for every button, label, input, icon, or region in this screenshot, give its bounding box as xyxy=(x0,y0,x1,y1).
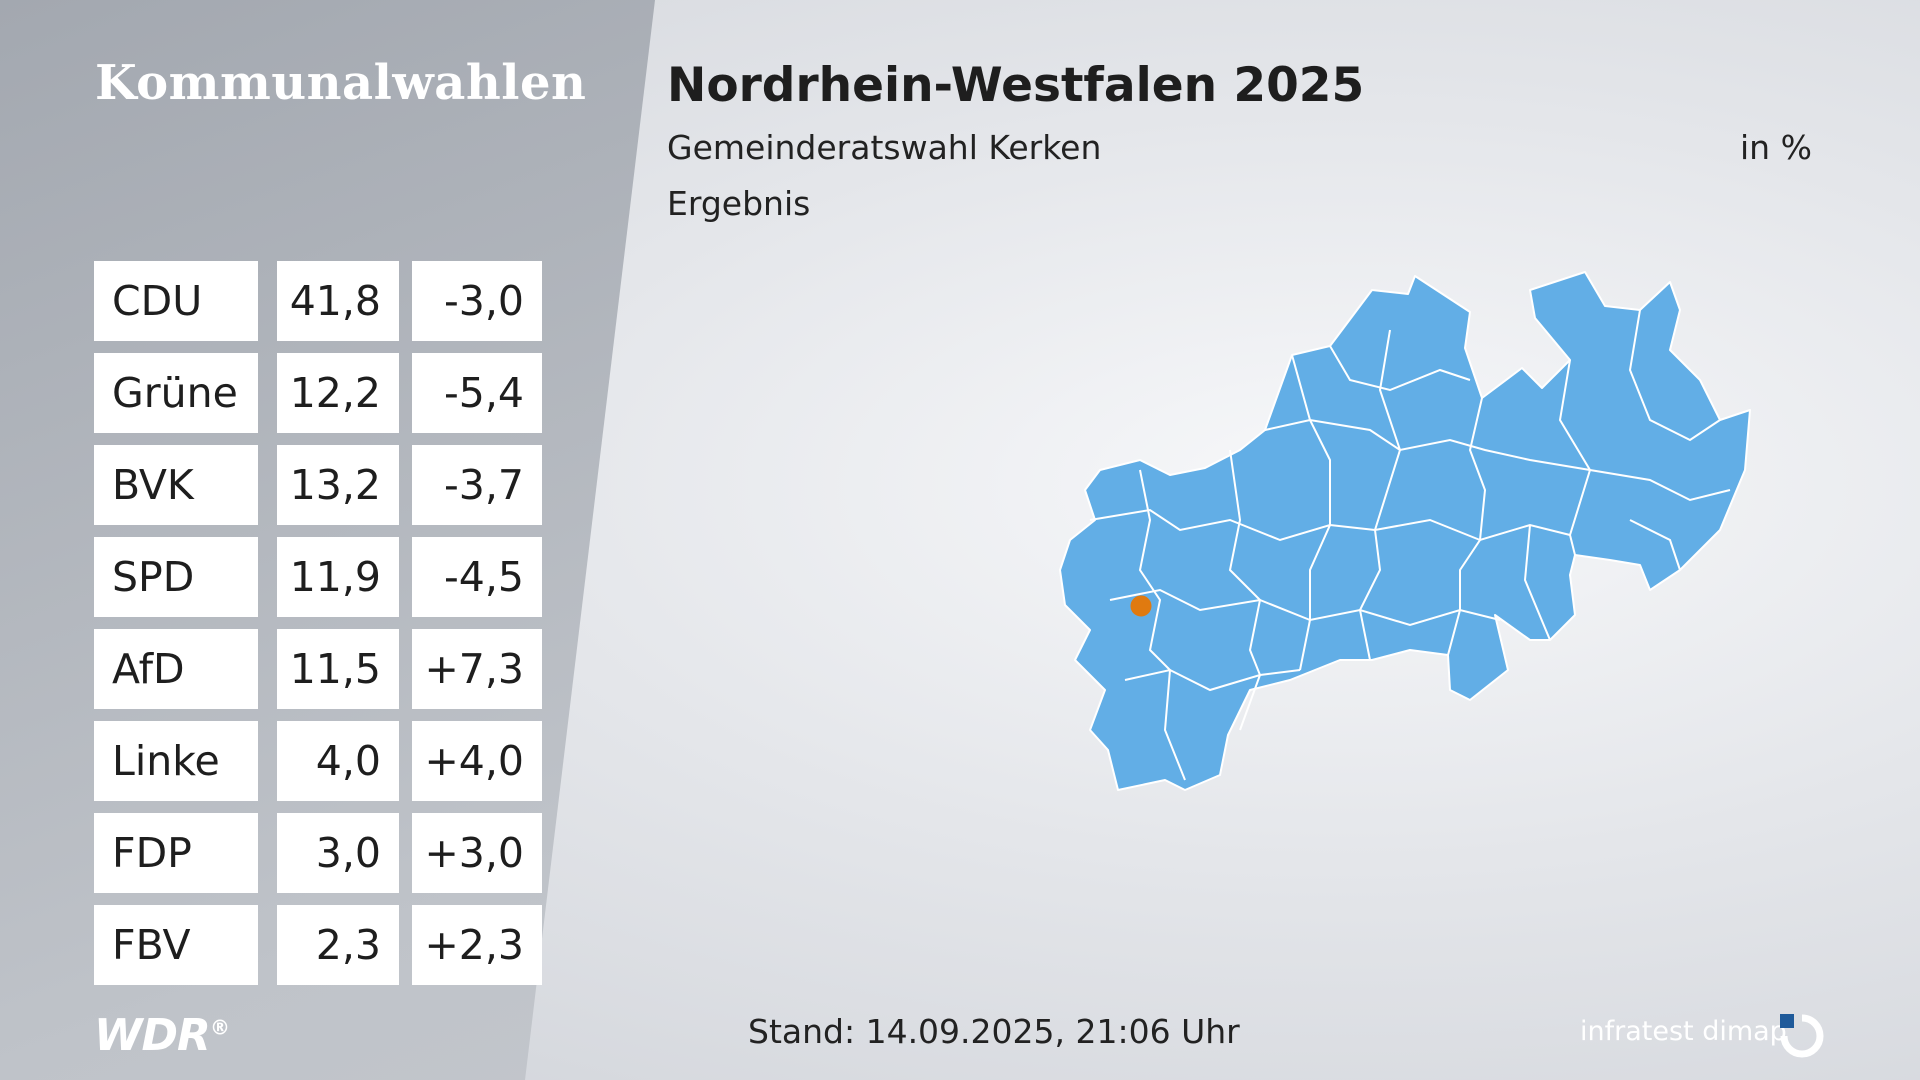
nrw-region-shape xyxy=(1059,271,1751,791)
timestamp: Stand: 14.09.2025, 21:06 Uhr xyxy=(748,1012,1240,1051)
party-name: Linke xyxy=(94,721,258,801)
party-change: +3,0 xyxy=(412,813,542,893)
infratest-logo-icon xyxy=(1780,1014,1824,1058)
district-border xyxy=(1358,329,1402,661)
logo-arc xyxy=(1780,1014,1824,1058)
result-label: Ergebnis xyxy=(667,184,811,223)
party-percent: 2,3 xyxy=(277,905,399,985)
district-border xyxy=(1329,345,1471,392)
party-name: FDP xyxy=(94,813,258,893)
party-name: FBV xyxy=(94,905,258,985)
district-borders xyxy=(1089,309,1731,781)
party-change: -4,5 xyxy=(412,537,542,617)
district-border xyxy=(1264,418,1731,502)
party-name: CDU xyxy=(94,261,258,341)
party-change: +2,3 xyxy=(412,905,542,985)
party-name: SPD xyxy=(94,537,258,617)
party-change: -3,7 xyxy=(412,445,542,525)
district-border xyxy=(1228,449,1262,731)
brand-name: infratest dimap xyxy=(1580,1016,1787,1047)
party-change: +4,0 xyxy=(412,721,542,801)
municipality-marker-kerken xyxy=(1130,595,1152,617)
logo-square xyxy=(1780,1014,1794,1028)
party-percent: 11,5 xyxy=(277,629,399,709)
party-percent: 13,2 xyxy=(277,445,399,525)
section-title: Kommunalwahlen xyxy=(95,55,587,111)
party-change: -5,4 xyxy=(412,353,542,433)
registered-mark-icon: ® xyxy=(209,1015,230,1040)
party-percent: 11,9 xyxy=(277,537,399,617)
subtitle: Gemeinderatswahl Kerken xyxy=(667,128,1102,167)
party-percent: 4,0 xyxy=(277,721,399,801)
district-border xyxy=(1523,524,1551,641)
district-border xyxy=(1138,469,1186,781)
party-percent: 41,8 xyxy=(277,261,399,341)
district-border xyxy=(1628,309,1721,442)
party-name: Grüne xyxy=(94,353,258,433)
wdr-logo: WDR® xyxy=(94,1010,230,1061)
nrw-map xyxy=(1059,271,1751,791)
party-change: +7,3 xyxy=(412,629,542,709)
party-name: BVK xyxy=(94,445,258,525)
party-name: AfD xyxy=(94,629,258,709)
party-percent: 12,2 xyxy=(277,353,399,433)
district-border xyxy=(1124,668,1301,692)
district-border xyxy=(1629,519,1681,571)
broadcaster-name: WDR xyxy=(94,1010,211,1061)
district-border xyxy=(1447,397,1487,656)
unit-label: in % xyxy=(1740,128,1812,167)
page-title: Nordrhein-Westfalen 2025 xyxy=(667,58,1365,113)
party-change: -3,0 xyxy=(412,261,542,341)
party-percent: 3,0 xyxy=(277,813,399,893)
